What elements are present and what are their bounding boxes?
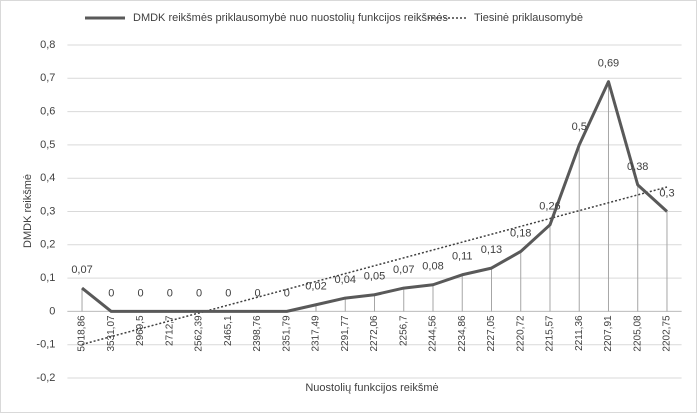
data-label: 0,38 xyxy=(627,161,648,173)
y-tick-label: 0,5 xyxy=(40,139,55,151)
data-label: 0 xyxy=(254,287,260,299)
data-label: 0 xyxy=(167,287,173,299)
data-label: 0,11 xyxy=(452,251,473,263)
x-tick-label: 2969,5 xyxy=(135,315,146,346)
x-tick-label: 2291,77 xyxy=(340,315,351,352)
data-label: 0,08 xyxy=(422,261,443,273)
x-tick-label: 2562,39 xyxy=(194,315,205,352)
x-tick-label: 2351,79 xyxy=(281,315,292,352)
data-label: 0,26 xyxy=(539,201,560,213)
y-tick-label: -0,2 xyxy=(36,372,55,384)
y-tick-label: 0 xyxy=(49,305,55,317)
data-label: 0,69 xyxy=(598,58,619,70)
y-tick-label: 0,7 xyxy=(40,72,55,84)
y-tick-label: 0,1 xyxy=(40,272,55,284)
data-label: 0 xyxy=(225,287,231,299)
x-tick-label: 2272,06 xyxy=(369,315,380,352)
x-tick-label: 2398,76 xyxy=(252,315,263,352)
data-label: 0,13 xyxy=(481,244,502,256)
x-tick-label: 2244,56 xyxy=(428,315,439,352)
y-tick-label: 0,2 xyxy=(40,239,55,251)
x-tick-label: 3531,07 xyxy=(106,315,117,352)
legend-label: Tiesinė priklausomybė xyxy=(474,12,583,24)
series-line xyxy=(81,80,668,313)
data-label: 0,07 xyxy=(71,264,92,276)
x-tick-label: 2227,05 xyxy=(486,315,497,352)
x-tick-label: 2202,75 xyxy=(662,315,673,352)
legend-label: DMDK reikšmės priklausomybė nuo nuostoli… xyxy=(133,12,448,24)
y-tick-label: -0,1 xyxy=(36,339,55,351)
data-label: 0 xyxy=(108,287,114,299)
y-axis-title: DMDK reikšmė xyxy=(22,174,34,248)
x-tick-label: 2205,08 xyxy=(632,315,643,352)
trendline xyxy=(81,186,668,346)
x-tick-label: 2220,72 xyxy=(515,315,526,352)
data-label: 0,5 xyxy=(572,121,587,133)
data-label: 0 xyxy=(196,287,202,299)
x-tick-label: 2207,91 xyxy=(603,315,614,352)
x-axis-title: Nuostolių funkcijos reikšmė xyxy=(305,382,438,394)
x-tick-label: 2234,86 xyxy=(457,315,468,352)
data-label: 0,18 xyxy=(510,227,531,239)
x-tick-label: 2465,1 xyxy=(223,315,234,346)
data-label: 0 xyxy=(284,287,290,299)
data-label: 0,02 xyxy=(305,281,326,293)
y-tick-label: 0,6 xyxy=(40,106,55,118)
x-tick-label: 2215,57 xyxy=(545,315,556,352)
x-tick-label: 2256,7 xyxy=(398,315,409,346)
y-tick-label: 0,3 xyxy=(40,205,55,217)
x-tick-label: 2317,49 xyxy=(311,315,322,352)
data-label: 0 xyxy=(137,287,143,299)
x-tick-label: 5018,86 xyxy=(77,315,88,352)
data-label: 0,3 xyxy=(659,187,674,199)
data-label: 0,05 xyxy=(364,271,385,283)
y-tick-label: 0,4 xyxy=(40,172,55,184)
data-label: 0,04 xyxy=(335,274,356,286)
x-tick-label: 2211,36 xyxy=(574,315,585,351)
x-tick-label: 2712,7 xyxy=(164,315,175,346)
data-label: 0,07 xyxy=(393,264,414,276)
y-tick-label: 0,8 xyxy=(40,39,55,51)
